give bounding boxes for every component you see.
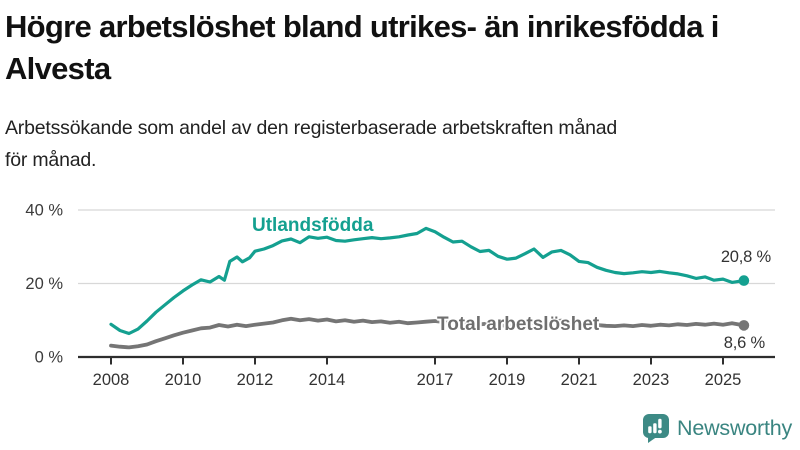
series-label-utlandsfodda: Utlandsfödda — [252, 215, 374, 236]
utlandsfodda-line — [109, 226, 746, 336]
x-axis-tick-label: 2010 — [165, 371, 202, 389]
chart-subtitle-line-2: för månad. — [5, 149, 97, 171]
chart-subtitle-line-1: Arbetssökande som andel av den registerb… — [5, 117, 618, 139]
y-axis-tick-label: 40 % — [25, 202, 63, 220]
y-axis-tick-label: 20 % — [25, 275, 63, 293]
bar-chart-speech-bubble-icon — [643, 414, 669, 443]
x-axis-tick-label: 2023 — [633, 371, 670, 389]
page-title-line-2: Alvesta — [5, 51, 111, 86]
brand-name: Newsworthy — [677, 416, 793, 440]
page-title: Högre arbetslöshet bland utrikes- än inr… — [5, 6, 797, 90]
page-title-line-1: Högre arbetslöshet bland utrikes- än inr… — [5, 9, 719, 44]
x-axis-tick-label: 2008 — [93, 371, 130, 389]
y-axis-tick-label: 0 % — [35, 349, 64, 367]
total-arbetsloshet-end-dot — [738, 320, 750, 331]
x-axis-tick-label: 2021 — [561, 371, 598, 389]
end-value-label-utlandsfodda: 20,8 % — [720, 248, 771, 266]
x-axis-tick-label: 2012 — [237, 371, 274, 389]
x-axis-tick-label: 2014 — [309, 371, 346, 389]
x-axis-tick-label: 2025 — [705, 371, 742, 389]
series-label-total-arbetsloshet: Total arbetslöshet — [437, 314, 600, 335]
end-value-label-total-arbetsloshet: 8,6 % — [723, 334, 765, 352]
utlandsfodda-end-dot — [738, 275, 750, 286]
chart-subtitle: Arbetssökande som andel av den registerb… — [5, 112, 797, 176]
x-axis-tick-label: 2017 — [417, 371, 454, 389]
total-arbetsloshet-line — [109, 316, 746, 350]
newsworthy-logo[interactable]: Newsworthy — [642, 413, 792, 444]
x-axis-tick-label: 2019 — [489, 371, 526, 389]
